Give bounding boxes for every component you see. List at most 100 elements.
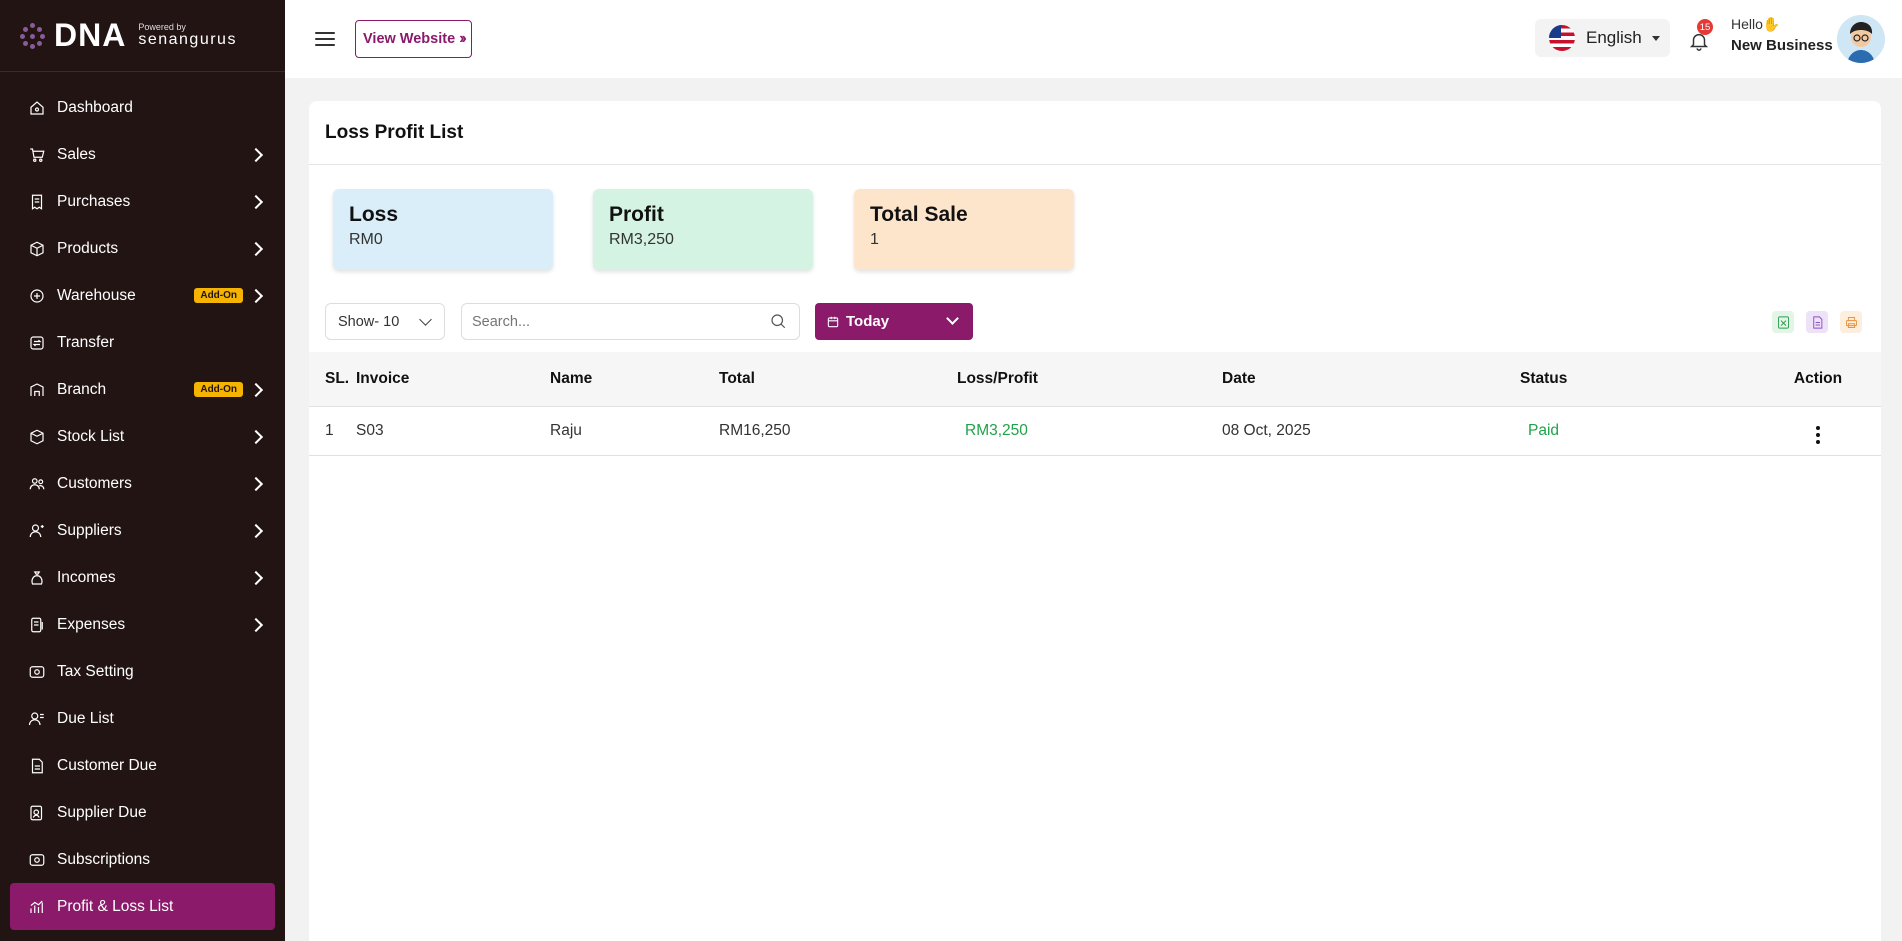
cell-invoice: S03 [356, 421, 384, 439]
language-selector[interactable]: English [1535, 19, 1670, 57]
menu-toggle-icon[interactable] [315, 32, 335, 46]
show-entries-value: Show- 10 [338, 313, 400, 330]
sidebar-item-stock-list[interactable]: Stock List [0, 413, 285, 460]
powered-by-label: Powered by [138, 22, 186, 32]
column-header-name[interactable]: Name [550, 369, 593, 387]
more-vertical-icon[interactable] [1816, 426, 1820, 444]
show-entries-select[interactable]: Show- 10 [325, 303, 445, 340]
sidebar-item-tax-setting[interactable]: Tax Setting [0, 648, 285, 695]
chevron-right-icon [248, 382, 264, 397]
profit-label: Profit [609, 203, 664, 226]
view-website-label: View Website [363, 31, 456, 47]
sidebar-item-label: Expenses [57, 615, 126, 633]
avatar[interactable] [1837, 15, 1885, 63]
chevron-right-icon [248, 570, 264, 585]
column-header-sl[interactable]: SL. [325, 369, 350, 387]
sidebar-item-subscriptions[interactable]: Subscriptions [0, 836, 285, 883]
addon-badge: Add-On [194, 288, 243, 303]
column-header-date[interactable]: Date [1222, 369, 1256, 387]
sidebar-item-due-list[interactable]: Due List [0, 695, 285, 742]
tax-icon [28, 663, 46, 681]
loss-label: Loss [349, 203, 399, 226]
column-header-status[interactable]: Status [1520, 369, 1568, 387]
export-excel-icon[interactable] [1772, 311, 1794, 333]
chevron-right-icon [248, 241, 264, 256]
logo-mark-icon [20, 22, 46, 49]
status-badge: Paid [1528, 421, 1560, 439]
due-icon [28, 710, 46, 728]
sidebar-item-label: Dashboard [57, 98, 133, 116]
warehouse-icon [28, 287, 46, 305]
sidebar-item-label: Due List [57, 709, 114, 727]
page-title: Loss Profit List [309, 101, 1881, 165]
date-range-dropdown[interactable]: Today [815, 303, 973, 340]
sidebar-item-products[interactable]: Products [0, 225, 285, 272]
view-website-button[interactable]: View Website ›› [355, 20, 472, 58]
column-header-invoice[interactable]: Invoice [356, 369, 410, 387]
business-name: New Business [1731, 36, 1833, 54]
column-header-total[interactable]: Total [719, 369, 755, 387]
notification-badge: 15 [1697, 19, 1713, 35]
sidebar-item-label: Profit & Loss List [57, 897, 174, 915]
column-header-action: Action [1793, 369, 1843, 387]
export-csv-icon[interactable] [1806, 311, 1828, 333]
sidebar-item-label: Sales [57, 145, 96, 163]
sidebar-item-branch[interactable]: Branch Add-On [0, 366, 285, 413]
sidebar-item-suppliers[interactable]: Suppliers [0, 507, 285, 554]
calendar-icon [827, 316, 839, 327]
expense-icon [28, 616, 46, 634]
logo[interactable]: DNA Powered by senangurus [0, 0, 285, 72]
sidebar-item-profit-and-loss-list[interactable]: Profit & Loss List [10, 883, 275, 930]
box-icon [28, 240, 46, 258]
sidebar-item-transfer[interactable]: Transfer [0, 319, 285, 366]
sidebar-item-dashboard[interactable]: Dashboard [0, 84, 285, 131]
sidebar-item-label: Incomes [57, 568, 116, 586]
sidebar: DNA Powered by senangurus Dashboard Sales… [0, 0, 285, 941]
sidebar-item-label: Customers [57, 474, 132, 492]
supplier-icon [28, 522, 46, 540]
sidebar-item-customer-due[interactable]: Customer Due [0, 742, 285, 789]
table-row[interactable]: 1 S03 Raju RM16,250 RM3,250 08 Oct, 2025… [309, 406, 1881, 455]
user-info[interactable]: Hello✋ New Business [1731, 15, 1833, 56]
main-card: Loss Profit List Loss RM0 Profit RM3,250… [309, 101, 1881, 941]
total-sale-label: Total Sale [870, 203, 968, 226]
home-icon [28, 99, 46, 117]
us-flag-icon [1549, 25, 1575, 51]
bell-icon[interactable] [1688, 29, 1710, 53]
search-input[interactable] [462, 304, 769, 339]
cell-total: RM16,250 [719, 421, 791, 439]
supplier-due-icon [28, 804, 46, 822]
greeting-text: Hello [1731, 16, 1763, 32]
sidebar-item-label: Supplier Due [57, 803, 147, 821]
sidebar-item-label: Transfer [57, 333, 115, 351]
column-header-loss-profit[interactable]: Loss/Profit [957, 369, 1038, 387]
sidebar-item-sales[interactable]: Sales [0, 131, 285, 178]
sidebar-item-warehouse[interactable]: Warehouse Add-On [0, 272, 285, 319]
chevron-right-icon [248, 194, 264, 209]
top-header: View Website ›› English 15 Hello✋ New Bu… [285, 0, 1902, 78]
sidebar-item-customers[interactable]: Customers [0, 460, 285, 507]
cell-date: 08 Oct, 2025 [1222, 421, 1311, 439]
chart-icon [28, 898, 46, 916]
users-icon [28, 475, 46, 493]
receipt-icon [28, 193, 46, 211]
loss-value: RM0 [349, 231, 383, 248]
search-icon[interactable] [769, 312, 789, 332]
stock-icon [28, 428, 46, 446]
wave-hand-icon: ✋ [1762, 16, 1781, 32]
sidebar-item-incomes[interactable]: Incomes [0, 554, 285, 601]
loss-stat-card: Loss RM0 [333, 189, 553, 270]
language-label: English [1586, 28, 1642, 47]
double-chevron-right-icon: ›› [459, 30, 466, 47]
print-icon[interactable] [1840, 311, 1862, 333]
sidebar-item-purchases[interactable]: Purchases [0, 178, 285, 225]
profit-value: RM3,250 [609, 231, 674, 248]
chevron-right-icon [248, 523, 264, 538]
sidebar-item-supplier-due[interactable]: Supplier Due [0, 789, 285, 836]
money-bag-icon [28, 569, 46, 587]
chevron-right-icon [248, 429, 264, 444]
chevron-right-icon [248, 147, 264, 162]
sidebar-nav: Dashboard Sales Purchases Products Warehouse… [0, 72, 285, 930]
cell-sl: 1 [325, 421, 334, 439]
sidebar-item-expenses[interactable]: Expenses [0, 601, 285, 648]
